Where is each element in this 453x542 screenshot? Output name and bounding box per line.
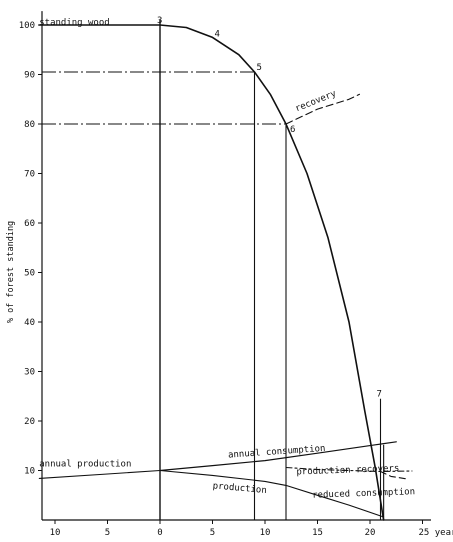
series-annual-consumption	[159, 441, 397, 472]
y-tick-label: 90	[24, 71, 35, 81]
annotation-annual-production: annual production	[39, 460, 131, 470]
annotation-production: production	[212, 481, 267, 496]
y-tick-label: 80	[24, 120, 35, 130]
x-tick-label: 5	[105, 528, 110, 538]
point-label: 7	[377, 390, 382, 400]
annotation-annual-consumption: annual consumption	[228, 444, 326, 461]
series-annual-production	[38, 469, 161, 479]
y-tick-label: 70	[24, 170, 35, 180]
y-tick-label: 40	[24, 318, 35, 328]
annotation-reduced-consumption: reduced consumption	[312, 487, 415, 501]
point-label: 5	[257, 63, 262, 73]
y-tick-label: 10	[24, 467, 35, 477]
y-tick-label: 100	[19, 21, 35, 31]
x-tick-label: 5	[210, 528, 215, 538]
annotation-recovery: recovery	[294, 89, 338, 115]
y-axis-label: % of forest standing	[6, 221, 16, 323]
x-tick-label: 0	[157, 528, 162, 538]
point-label: 6	[290, 125, 295, 135]
x-tick-label: 25 years	[419, 528, 453, 538]
y-tick-label: 60	[24, 219, 35, 229]
x-tick-label: 10	[50, 528, 61, 538]
annotation-standing-wood: standing wood	[39, 18, 109, 28]
point-label: 3	[157, 16, 162, 26]
series-recovery	[285, 93, 361, 125]
y-tick-label: 20	[24, 417, 35, 427]
y-tick-label: 30	[24, 368, 35, 378]
series-reduced-consumption	[379, 470, 408, 480]
annotation-production-recovers: production recovers	[296, 464, 399, 478]
y-tick-label: 50	[24, 269, 35, 279]
x-tick-label: 15	[312, 528, 323, 538]
point-label: 4	[215, 29, 220, 39]
x-tick-label: 10	[260, 528, 271, 538]
series-production	[159, 469, 385, 518]
series-standing-wood	[38, 24, 385, 521]
guide-lines	[42, 20, 385, 520]
x-tick-label: 20	[365, 528, 376, 538]
series-lines	[38, 24, 413, 521]
chart-labels: 3 4 5 6 7 standing wood annual production annua…	[39, 16, 415, 501]
